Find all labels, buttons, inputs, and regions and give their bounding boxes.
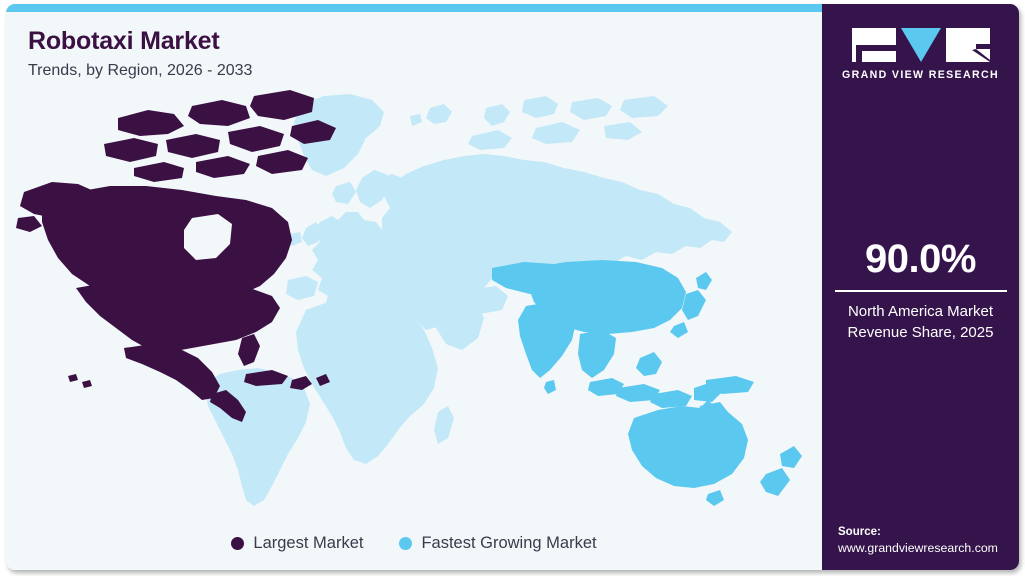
stat-caption-line-1: North America Market xyxy=(847,303,994,320)
logo-marks xyxy=(822,28,1019,62)
page-subtitle: Trends, by Region, 2026 - 2033 xyxy=(28,62,253,79)
logo-v-triangle-icon xyxy=(900,28,941,62)
world-map-svg xyxy=(6,82,822,512)
land-largest-market xyxy=(16,90,336,422)
land-fastest-growing-market xyxy=(492,260,802,506)
stat-pane: GRAND VIEW RESEARCH 90.0% North America … xyxy=(822,4,1019,570)
legend-item-fastest-growing-market: Fastest Growing Market xyxy=(399,534,597,553)
logo-g-icon xyxy=(851,28,896,62)
legend-item-largest-market: Largest Market xyxy=(231,534,363,553)
logo-wordmark: GRAND VIEW RESEARCH xyxy=(842,69,999,81)
top-accent-bar xyxy=(6,4,822,12)
infographic-card: Robotaxi Market Trends, by Region, 2026 … xyxy=(6,4,1019,570)
circle-dot-icon xyxy=(231,537,245,550)
source-label: Source: xyxy=(838,526,881,538)
land-other-regions xyxy=(204,94,732,506)
brand-logo: GRAND VIEW RESEARCH xyxy=(822,28,1019,81)
stat-caption: North America Market Revenue Share, 2025 xyxy=(822,301,1019,343)
stat-block: 90.0% North America Market Revenue Share… xyxy=(822,236,1019,343)
circle-dot-icon xyxy=(399,537,413,550)
source-url[interactable]: www.grandviewresearch.com xyxy=(838,541,998,555)
stat-value: 90.0% xyxy=(865,237,976,281)
page-title: Robotaxi Market xyxy=(28,27,220,55)
stat-divider xyxy=(834,290,1007,292)
title-block: Robotaxi Market Trends, by Region, 2026 … xyxy=(28,26,668,82)
legend-label: Fastest Growing Market xyxy=(421,534,597,552)
stat-caption-line-2: Revenue Share, 2025 xyxy=(847,324,994,341)
legend: Largest Market Fastest Growing Market xyxy=(6,534,822,553)
source-block: Source: www.grandviewresearch.com xyxy=(838,524,1019,557)
map-pane: Robotaxi Market Trends, by Region, 2026 … xyxy=(6,4,822,570)
world-map xyxy=(6,82,822,512)
legend-label: Largest Market xyxy=(253,534,364,552)
logo-r-icon xyxy=(945,28,990,62)
